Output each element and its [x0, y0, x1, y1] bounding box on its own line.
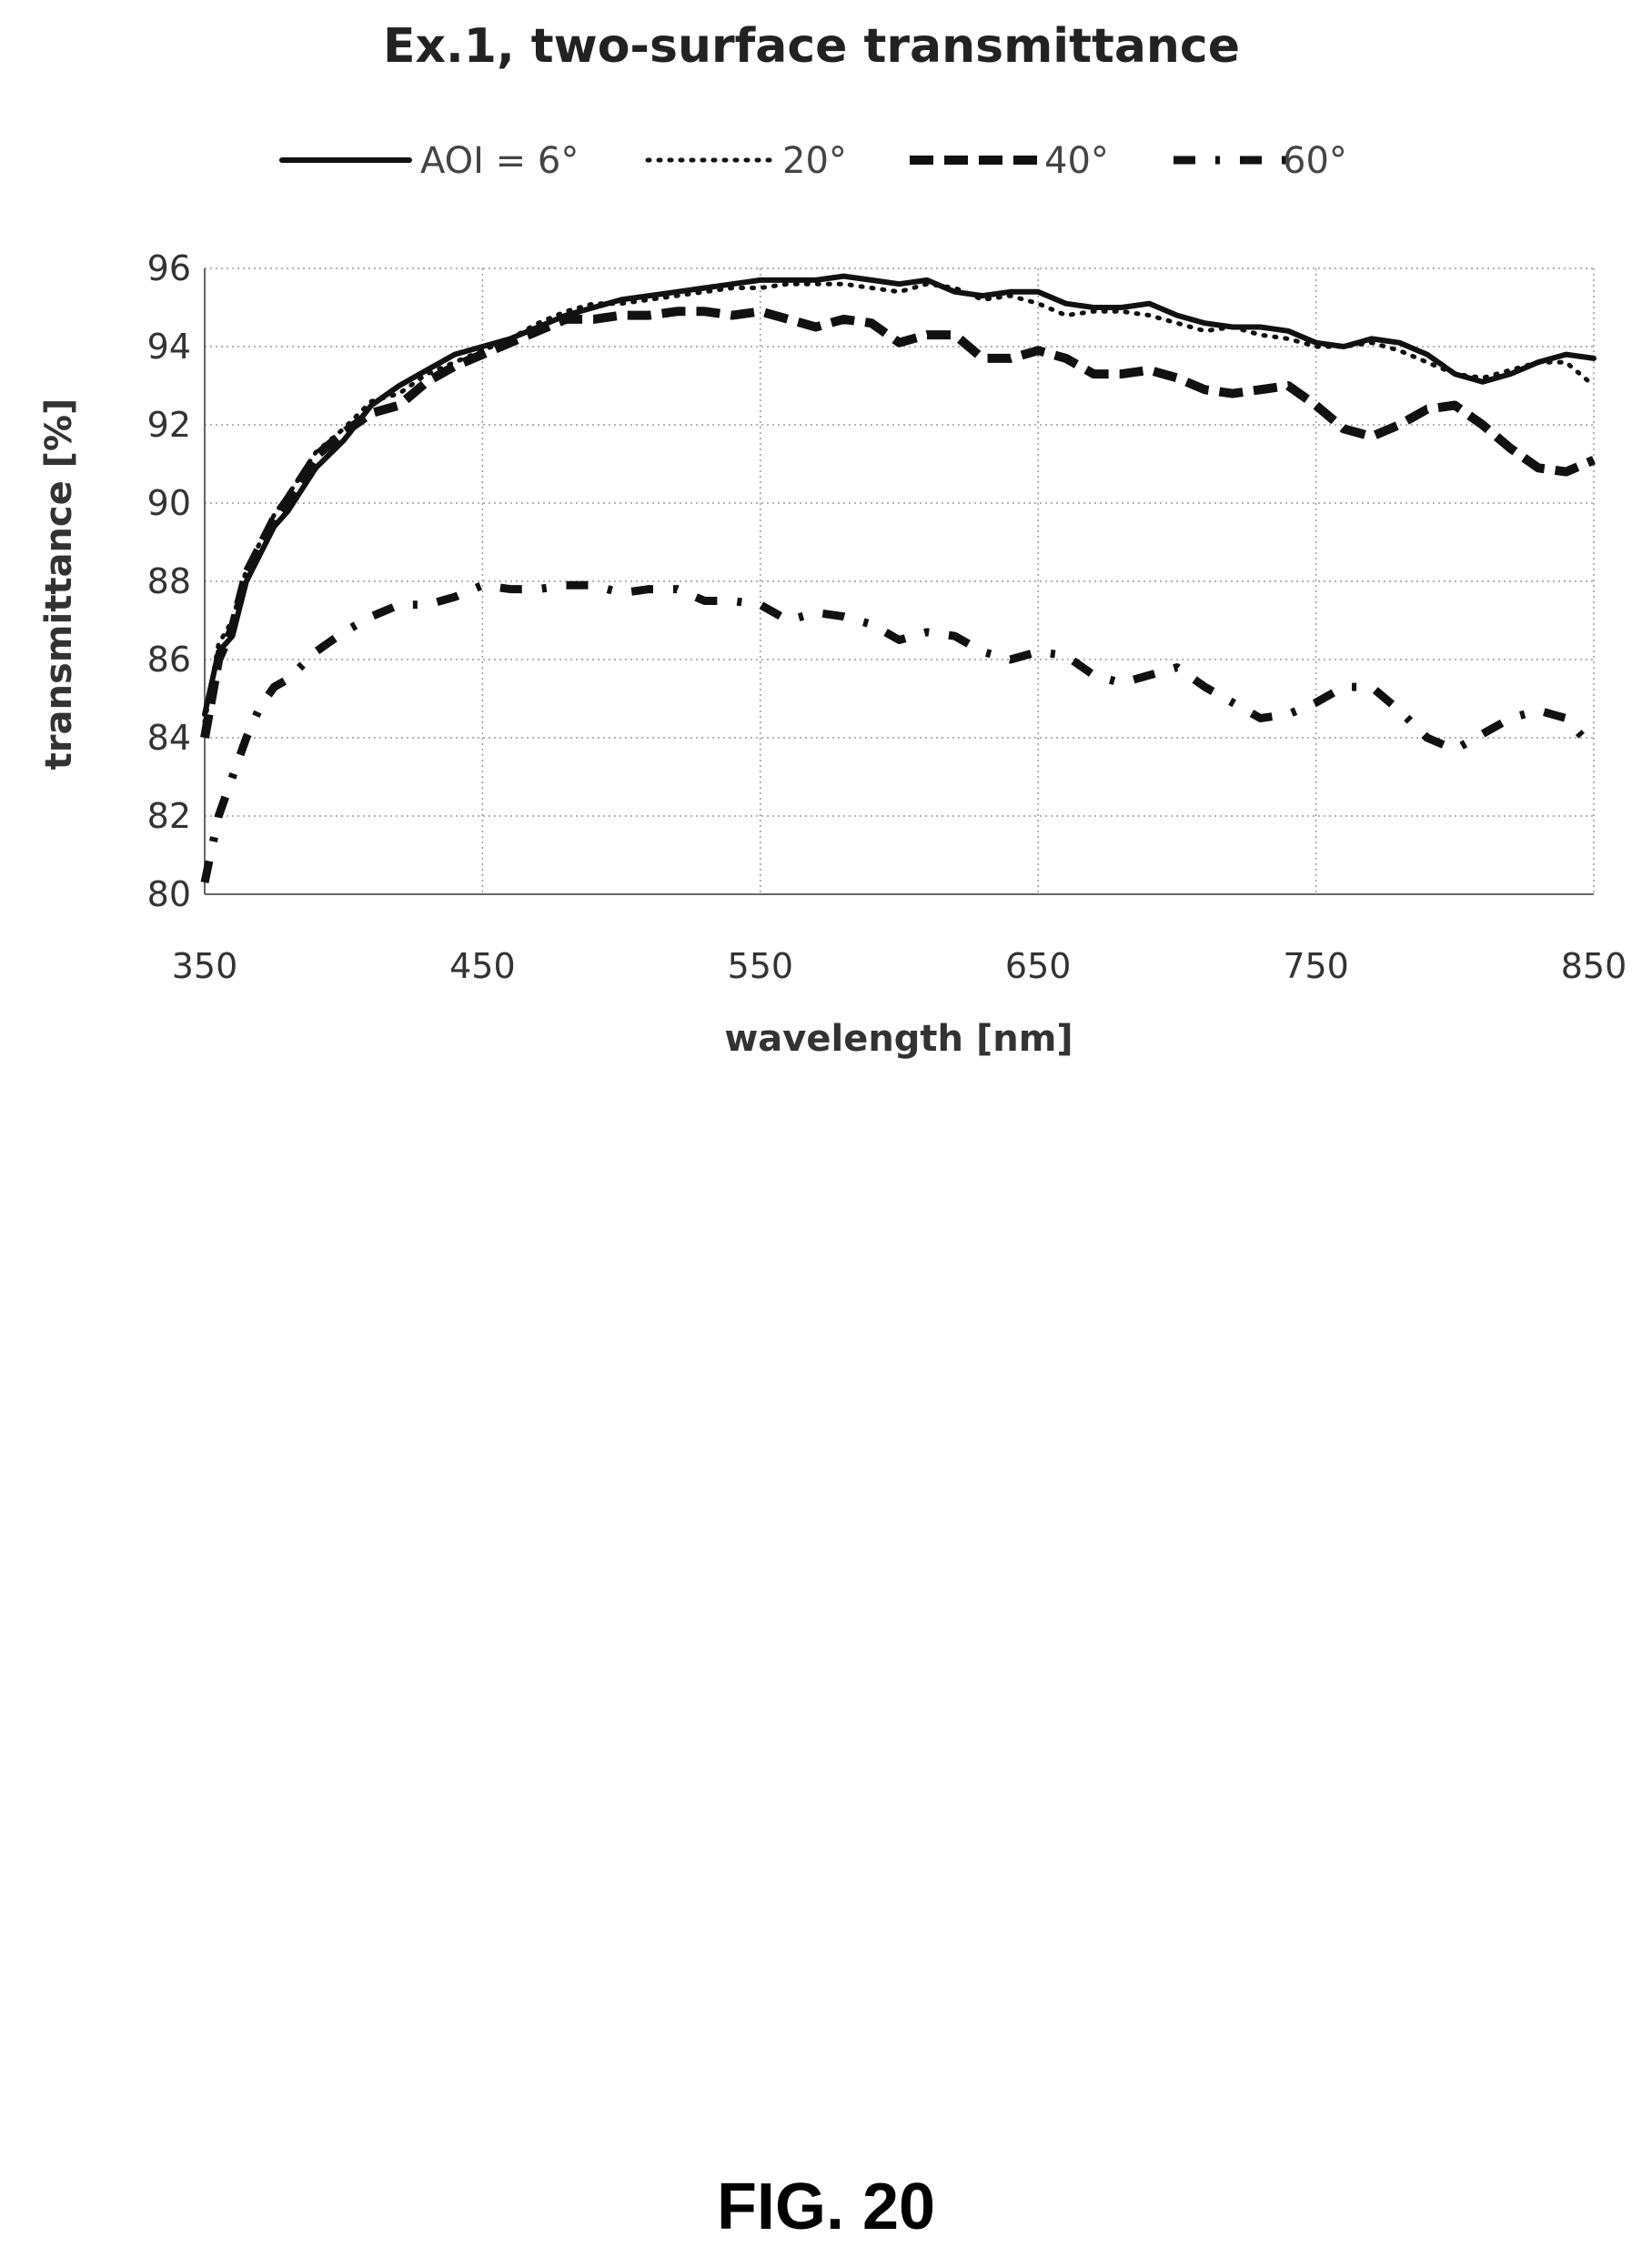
axis-ticks: 350 450 550 650 750 850 80 82 84 86 88 90 92 94 96 [147, 248, 1627, 986]
y-tick-label: 88 [147, 561, 191, 601]
y-tick-label: 96 [147, 248, 191, 288]
x-tick-label: 550 [728, 946, 794, 986]
x-tick-label: 850 [1561, 946, 1627, 986]
x-tick-label: 450 [449, 946, 516, 986]
legend-label-1: AOI = 6° [420, 140, 579, 182]
y-tick-label: 80 [147, 874, 191, 914]
y-tick-label: 84 [147, 718, 191, 758]
legend: AOI = 6° 20° 40° 60° [279, 140, 1347, 182]
legend-label-4: 60° [1283, 140, 1347, 182]
y-tick-label: 92 [147, 405, 191, 445]
series-layer [200, 273, 1597, 884]
x-tick-label: 350 [172, 946, 238, 986]
series-line-2 [202, 281, 1597, 725]
grid [204, 267, 1595, 895]
x-axis-label: wavelength [nm] [724, 1018, 1073, 1060]
plot-area [204, 268, 1594, 895]
series-line-4 [200, 580, 1597, 884]
legend-label-2: 20° [782, 140, 847, 182]
figure-caption: FIG. 20 [716, 2171, 936, 2243]
chart-title: Ex.1, two-surface transmittance [383, 19, 1240, 74]
series-line-3 [200, 307, 1596, 739]
y-axis-label: transmittance [%] [38, 398, 80, 771]
y-tick-label: 82 [147, 796, 191, 836]
x-tick-label: 650 [1005, 946, 1072, 986]
y-tick-label: 90 [147, 483, 191, 523]
y-tick-label: 94 [147, 327, 191, 367]
x-tick-label: 750 [1283, 946, 1349, 986]
legend-label-3: 40° [1044, 140, 1109, 182]
y-tick-label: 86 [147, 640, 191, 680]
